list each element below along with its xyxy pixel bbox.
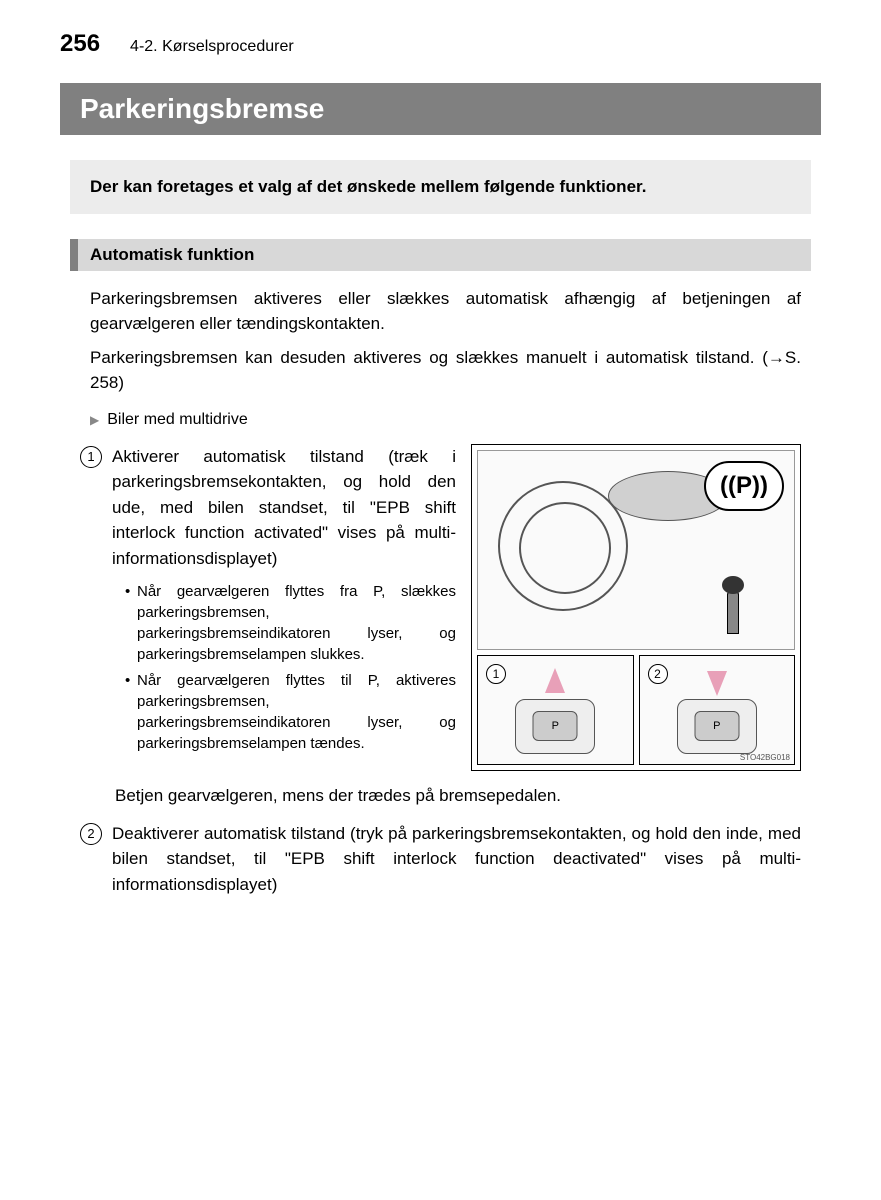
item-1-text: Aktiverer automatisk tilstand (træk i pa… (112, 444, 456, 572)
diagram-sub-2: 2 P STO42BG018 (639, 655, 796, 765)
brake-switch-1: P (515, 699, 595, 754)
bullet-list: Når gearvælgeren flyttes fra P, slækkes … (125, 581, 456, 754)
page-header: 256 4-2. Kørselsprocedurer (60, 30, 821, 58)
page-number: 256 (60, 30, 100, 58)
paragraph-2: Parkeringsbremsen kan desuden aktiveres … (90, 345, 801, 396)
diagram-sub-2-number: 2 (648, 664, 668, 684)
section-reference: 4-2. Kørselsprocedurer (130, 38, 294, 56)
gear-shift-icon (727, 589, 739, 634)
diagram-container: ((P)) 1 P 2 (471, 444, 801, 771)
sub-header: Biler med multidrive (90, 411, 801, 429)
content-row: 1 Aktiverer automatisk tilstand (træk i … (80, 444, 801, 771)
brake-button-1: P (533, 711, 578, 741)
mid-note: Betjen gearvælgeren, mens der trædes på … (115, 786, 801, 806)
page-title: Parkeringsbremse (60, 83, 821, 135)
content-left-column: 1 Aktiverer automatisk tilstand (træk i … (80, 444, 456, 771)
arrow-up-icon (545, 668, 565, 693)
manual-page: 256 4-2. Kørselsprocedurer Parkeringsbre… (0, 0, 881, 947)
diagram-sub-1: 1 P (477, 655, 634, 765)
brake-switch-2: P (677, 699, 757, 754)
brake-button-2: P (694, 711, 739, 741)
paragraph-1: Parkeringsbremsen aktiveres eller slække… (90, 286, 801, 337)
bullet-2: Når gearvælgeren flyttes til P, aktivere… (125, 670, 456, 754)
content-right-column: ((P)) 1 P 2 (471, 444, 801, 771)
gear-knob-icon (722, 576, 744, 594)
circle-number-1: 1 (80, 446, 102, 468)
circle-number-2: 2 (80, 823, 102, 845)
diagram-id: STO42BG018 (740, 753, 790, 762)
section-header: Automatisk funktion (70, 239, 811, 271)
steering-wheel-icon (498, 481, 628, 611)
diagram-sub-row: 1 P 2 P STO42BG018 (477, 655, 795, 765)
diagram-main-dashboard: ((P)) (477, 450, 795, 650)
numbered-item-2: 2 Deaktiverer automatisk tilstand (tryk … (80, 821, 801, 898)
bullet-1: Når gearvælgeren flyttes fra P, slækkes … (125, 581, 456, 665)
item-2-text: Deaktiverer automatisk tilstand (tryk på… (112, 821, 801, 898)
arrow-down-icon (707, 671, 727, 696)
diagram-sub-1-number: 1 (486, 664, 506, 684)
parking-indicator-icon: ((P)) (704, 461, 784, 511)
intro-box: Der kan foretages et valg af det ønskede… (70, 160, 811, 214)
numbered-item-1: 1 Aktiverer automatisk tilstand (træk i … (80, 444, 456, 572)
